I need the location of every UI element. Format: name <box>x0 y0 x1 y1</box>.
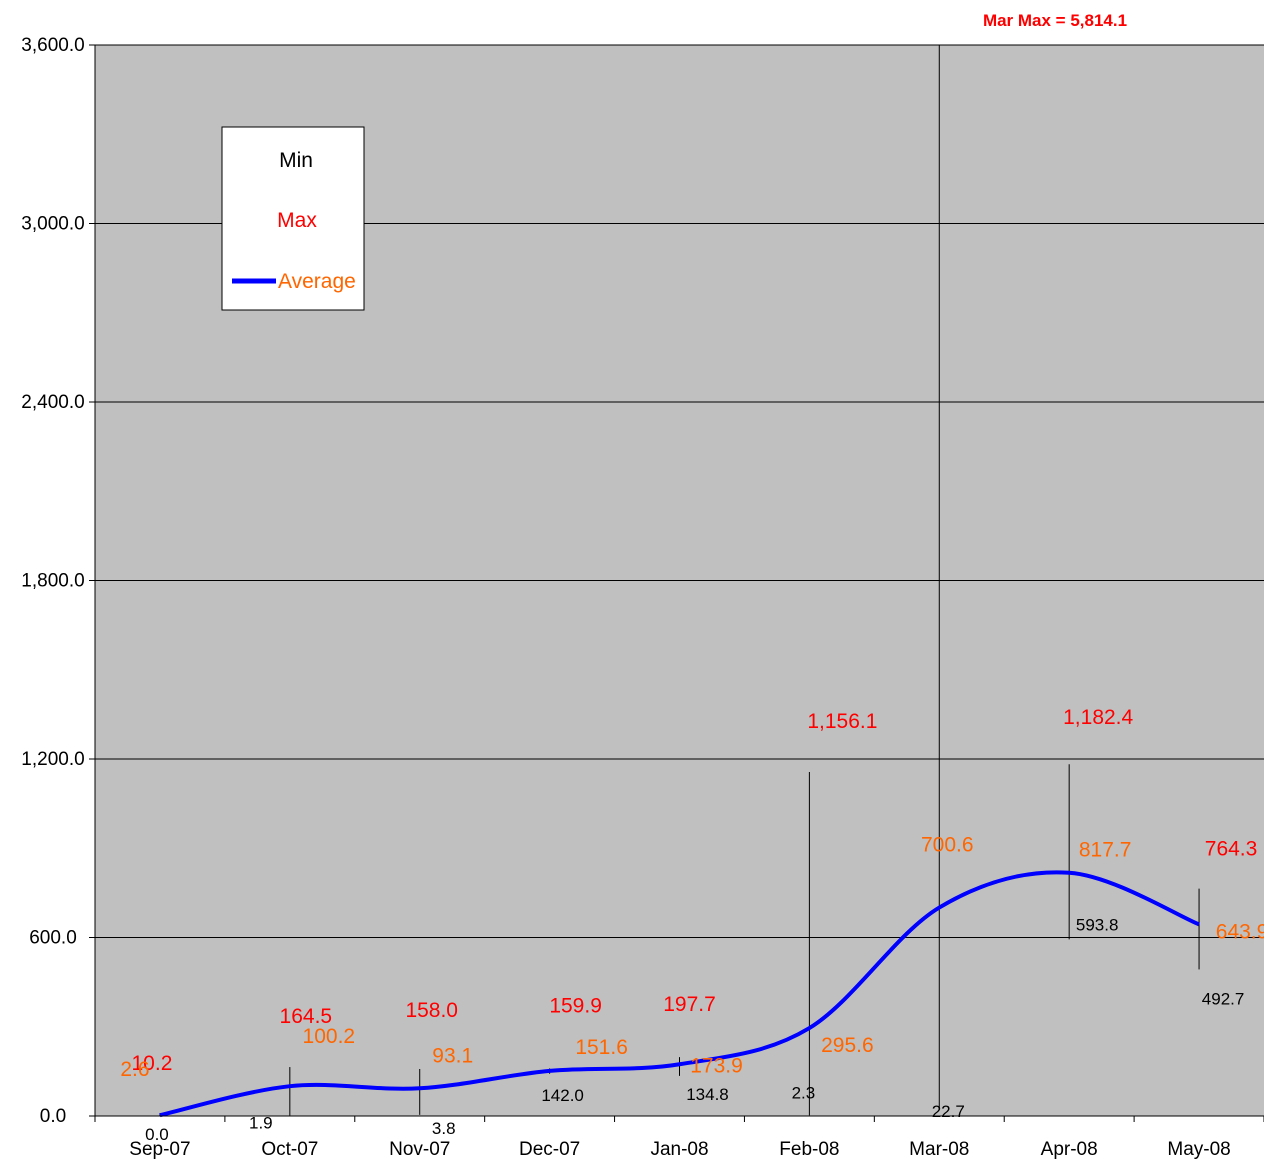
y-tick-label: 1,200.0 <box>21 749 84 770</box>
x-tick-label: Mar-08 <box>909 1139 969 1160</box>
legend-average-label: Average <box>278 270 356 293</box>
average-data-label: 93.1 <box>432 1044 473 1067</box>
max-data-label: 159.9 <box>549 994 602 1017</box>
average-data-label: 700.6 <box>921 834 974 857</box>
max-data-label: 164.5 <box>280 1005 333 1028</box>
x-tick-label: Oct-07 <box>261 1139 318 1160</box>
x-tick-label: Nov-07 <box>389 1139 450 1160</box>
min-data-label: 22.7 <box>932 1102 965 1121</box>
min-data-label: 593.8 <box>1076 915 1119 934</box>
y-tick-label: 600.0 <box>29 928 77 949</box>
x-tick-label: Jan-08 <box>650 1139 708 1160</box>
average-data-label: 100.2 <box>303 1025 356 1048</box>
max-data-label: 1,182.4 <box>1063 706 1133 729</box>
legend: Min Max Average <box>221 126 365 311</box>
min-data-label: 3.8 <box>432 1119 456 1138</box>
legend-max-label: Max <box>277 209 317 232</box>
x-tick-label: Apr-08 <box>1041 1139 1098 1160</box>
min-data-label: 492.7 <box>1202 989 1245 1008</box>
y-tick-label: 3,000.0 <box>21 214 84 235</box>
average-series-line <box>159 870 1200 1118</box>
y-axis-tick-labels: 0.0 600.0 1,200.0 1,800.0 2,400.0 3,000.0 3,60… <box>21 35 95 1127</box>
max-data-label: 764.3 <box>1205 838 1258 861</box>
average-data-label: 173.9 <box>690 1054 743 1077</box>
y-tick-label: 0.0 <box>40 1106 66 1127</box>
max-data-label: 10.2 <box>132 1052 173 1075</box>
average-data-label: 295.6 <box>821 1034 874 1057</box>
x-tick-label: Sep-07 <box>129 1139 190 1160</box>
mar-max-annotation: Mar Max = 5,814.1 <box>983 11 1127 30</box>
min-data-label: 134.8 <box>686 1085 729 1104</box>
legend-min-label: Min <box>279 149 313 172</box>
min-data-label: 1.9 <box>249 1113 273 1132</box>
x-tick-label: Feb-08 <box>779 1139 839 1160</box>
gridlines <box>95 44 1264 938</box>
average-data-label: 643.9 <box>1216 920 1264 943</box>
min-data-label: 0.0 <box>145 1125 169 1144</box>
y-tick-label: 3,600.0 <box>21 35 84 56</box>
y-tick-label: 2,400.0 <box>21 392 84 413</box>
average-data-label: 817.7 <box>1079 839 1132 862</box>
x-tick-label: May-08 <box>1167 1139 1230 1160</box>
average-data-label: 151.6 <box>575 1036 628 1059</box>
max-data-label: 158.0 <box>405 999 458 1022</box>
y-tick-label: 1,800.0 <box>21 571 84 592</box>
max-data-label: 1,156.1 <box>807 710 877 733</box>
min-data-label: 2.3 <box>792 1083 816 1102</box>
average-data-label: 2.6 <box>120 1058 149 1081</box>
min-data-label: 142.0 <box>541 1086 584 1105</box>
max-data-label: 197.7 <box>663 993 716 1016</box>
x-axis-tick-labels: Sep-07 Oct-07 Nov-07 Dec-07 Jan-08 Feb-08 Mar-… <box>94 1116 1264 1160</box>
x-tick-label: Dec-07 <box>519 1139 580 1160</box>
